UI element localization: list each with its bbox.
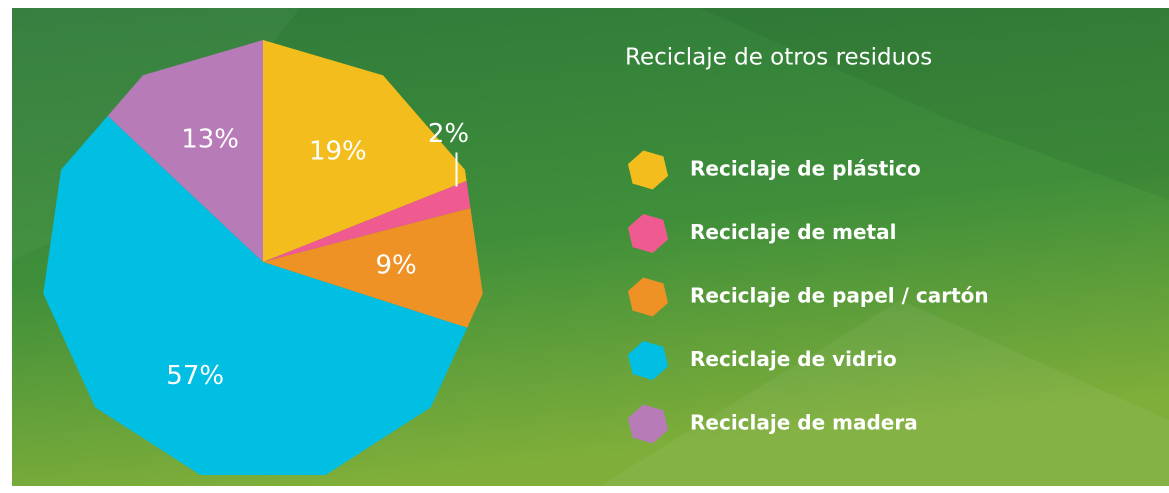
pie-slice bbox=[43, 115, 468, 476]
legend-swatch bbox=[627, 340, 669, 381]
legend-swatch bbox=[627, 277, 669, 317]
legend-swatch bbox=[627, 404, 669, 444]
facet bbox=[600, 300, 1169, 486]
data-label: 19% bbox=[309, 136, 367, 166]
legend-label: Reciclaje de plástico bbox=[690, 157, 921, 181]
data-label: 57% bbox=[166, 361, 224, 391]
pie-slice bbox=[107, 40, 263, 262]
data-label: 13% bbox=[181, 124, 239, 154]
pie-slice bbox=[263, 208, 483, 328]
legend-swatch bbox=[627, 213, 669, 254]
legend-label: Reciclaje de metal bbox=[690, 220, 896, 244]
legend-label: Reciclaje de papel / cartón bbox=[690, 284, 989, 308]
facet bbox=[700, 8, 1169, 200]
chart-title: Reciclaje de otros residuos bbox=[625, 45, 932, 71]
legend-label: Reciclaje de madera bbox=[690, 411, 918, 435]
pie-slice bbox=[263, 180, 471, 262]
data-label: 9% bbox=[376, 251, 417, 281]
legend-swatch bbox=[627, 150, 669, 190]
legend-label: Reciclaje de vidrio bbox=[690, 347, 897, 371]
data-label: 2% bbox=[428, 119, 469, 149]
pie-slice bbox=[263, 40, 467, 262]
